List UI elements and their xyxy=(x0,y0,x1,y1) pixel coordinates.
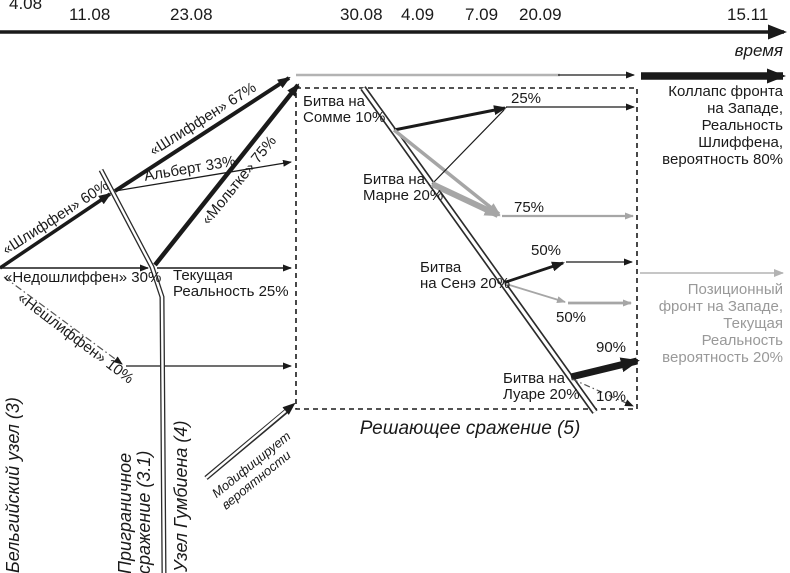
neshliffen-10-arrow xyxy=(3,276,123,365)
prob-50-bottom-label: 50% xyxy=(556,309,587,326)
belgian-node-label: Бельгийский узел (3) xyxy=(3,397,23,573)
timeline-date-4: 4.09 xyxy=(401,5,435,24)
timeline-date-2: 23.08 xyxy=(170,5,213,24)
timeline-date-0: 4.08 xyxy=(9,0,43,13)
seine-50-top-arrow xyxy=(502,261,565,285)
top-rail xyxy=(296,68,786,84)
decisive-battle-box xyxy=(295,87,638,410)
timeline-date-7: 15.11 xyxy=(727,5,769,24)
somme-25-arrow xyxy=(393,105,507,132)
decisive-battle-track xyxy=(360,86,598,414)
loire-10-arrow xyxy=(571,378,634,407)
collapse-outcome-text: Коллапс фронта на Западе, Реальность Шли… xyxy=(662,83,783,168)
marne-75-arrow xyxy=(430,181,501,218)
border-battle-node-label: Приграничное сражение (3.1) xyxy=(115,450,154,573)
decisive-battle-caption: Решающее сражение (5) xyxy=(359,418,581,439)
node-track-inner xyxy=(99,169,166,573)
prob-50-top-label: 50% xyxy=(531,242,562,259)
modifies-probabilities-arrow xyxy=(204,402,296,480)
timeline-date-1: 11.08 xyxy=(69,5,111,24)
schlieffen-67-arrow xyxy=(113,76,291,193)
somme-75-arrow xyxy=(392,128,501,216)
moltke-75-arrow xyxy=(153,83,300,267)
marne-25-line xyxy=(431,109,505,185)
current-reality-label: Текущая Реальность 25% xyxy=(173,267,289,300)
left-scenario-tree xyxy=(0,76,300,573)
nedoshliffen-30-label: «Недошлиффен» 30% xyxy=(4,269,162,286)
prob-25-label: 25% xyxy=(511,90,542,107)
albert-33-arrow xyxy=(114,159,292,192)
prob-10-label: 10% xyxy=(596,388,627,405)
prob-75-label: 75% xyxy=(514,199,545,216)
battle-somme-label: Битва на Сомме 10% xyxy=(303,93,386,126)
timeline-date-6: 20.09 xyxy=(519,5,562,24)
battle-seine-label: Битва на Сенэ 20% xyxy=(420,259,511,292)
seine-50-bottom-arrow xyxy=(502,282,566,304)
battle-marne-label: Битва на Марне 20% xyxy=(363,171,444,204)
prob-90-label: 90% xyxy=(596,339,627,356)
battle-loire-label: Битва на Луаре 20% xyxy=(503,370,580,403)
loire-90-arrow xyxy=(570,357,640,381)
timeline-date-3: 30.08 xyxy=(340,5,383,24)
positional-outcome-text: Позиционный фронт на Западе, Текущая Реа… xyxy=(658,281,783,366)
schlieffen-60-arrow xyxy=(0,192,112,270)
timeline-date-5: 7.09 xyxy=(465,5,499,24)
time-axis-label: время xyxy=(734,41,783,60)
gumbinnen-node-label: Узел Гумбиена (4) xyxy=(171,420,191,572)
